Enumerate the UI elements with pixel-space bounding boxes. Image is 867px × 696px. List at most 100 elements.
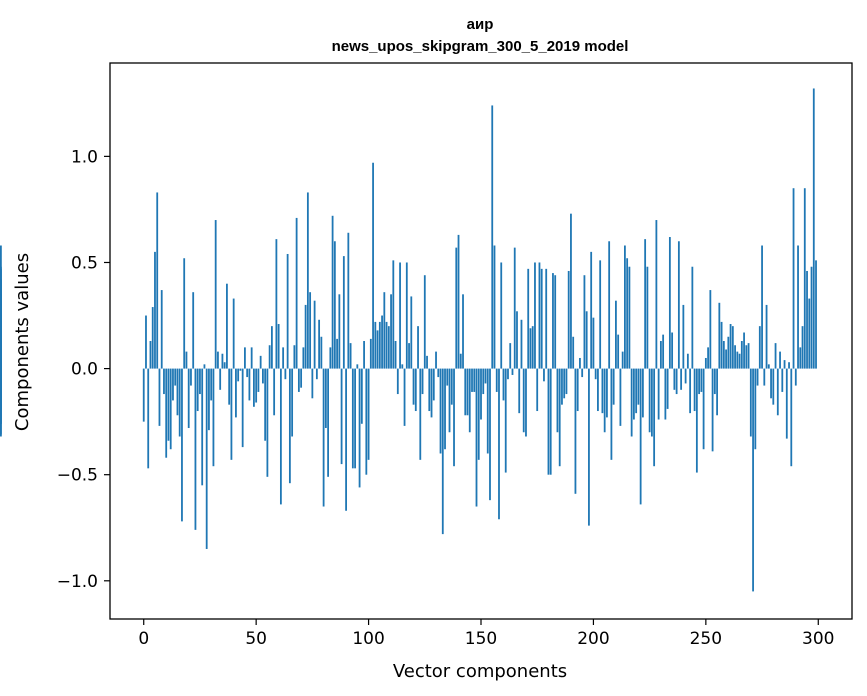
bar-77 <box>315 368 318 380</box>
bar-251 <box>707 347 709 369</box>
bar-133 <box>441 368 444 535</box>
bar-199 <box>590 251 593 369</box>
bar-269 <box>747 343 750 369</box>
x-tick-label: 100 <box>352 629 384 649</box>
bar-51 <box>257 368 260 392</box>
bar-277 <box>765 304 768 369</box>
bar-99 <box>365 368 368 475</box>
bar-182 <box>552 273 554 369</box>
bar-221 <box>639 368 642 505</box>
bar-201 <box>594 368 597 380</box>
bar-170 <box>525 368 527 437</box>
bar-14 <box>174 368 177 386</box>
bar-176 <box>538 262 541 369</box>
bar-120 <box>412 368 415 405</box>
bar-43 <box>239 368 242 371</box>
bar-241 <box>684 368 687 384</box>
bar-29 <box>208 368 210 431</box>
bar-215 <box>626 258 629 369</box>
bar-32 <box>214 220 217 369</box>
bar-52 <box>259 355 262 369</box>
bar-260 <box>727 336 730 369</box>
bar-248 <box>700 368 703 392</box>
bar-233 <box>666 368 669 409</box>
bar-167 <box>518 368 521 414</box>
bar-4 <box>151 307 154 369</box>
y-tick-label: 0.5 <box>71 253 98 273</box>
bar-223 <box>644 239 647 369</box>
bar-232 <box>664 368 667 420</box>
bar-244 <box>691 266 694 369</box>
x-tick-label: 0 <box>138 629 149 649</box>
bar-219 <box>635 368 638 414</box>
bar-172 <box>529 328 532 369</box>
bar-288 <box>790 368 793 467</box>
bar-135 <box>446 368 449 386</box>
bar-139 <box>455 247 458 369</box>
bar-45 <box>244 347 246 369</box>
bar-114 <box>399 262 401 369</box>
bar-211 <box>617 334 620 369</box>
bar-294 <box>803 188 806 369</box>
bar-186 <box>561 368 563 405</box>
bar-3 <box>149 341 152 369</box>
bar-22 <box>192 292 195 369</box>
bar-136 <box>448 368 451 433</box>
bar-178 <box>543 368 545 382</box>
bar-161 <box>504 368 507 473</box>
bar-115 <box>401 364 404 369</box>
bar-75 <box>311 368 314 399</box>
bar-284 <box>781 368 784 392</box>
bar-98 <box>363 341 365 369</box>
plot-frame <box>109 62 853 620</box>
bar-249 <box>702 368 705 450</box>
bar-128 <box>430 368 433 418</box>
bar-252 <box>709 290 712 369</box>
bar-65 <box>288 368 291 484</box>
bar-173 <box>531 326 534 369</box>
bar-138 <box>453 368 455 467</box>
bar-34 <box>219 368 222 390</box>
bar-181 <box>549 368 552 475</box>
bar-263 <box>734 345 736 369</box>
bar-59 <box>275 239 278 369</box>
bar-70 <box>300 368 303 388</box>
bar-7 <box>158 368 161 426</box>
bar-30 <box>210 368 213 401</box>
bar-58 <box>273 368 276 416</box>
bar-264 <box>736 351 739 369</box>
bar-38 <box>228 368 231 405</box>
bar-270 <box>749 368 752 437</box>
bar-208 <box>610 368 613 460</box>
bar-71 <box>302 347 305 369</box>
bar-213 <box>621 351 624 369</box>
bar-152 <box>484 368 487 384</box>
bar-9 <box>163 368 165 395</box>
bar-83 <box>329 347 332 369</box>
bar-68 <box>295 217 298 369</box>
bar-73 <box>306 192 309 369</box>
bar-11 <box>167 368 170 441</box>
bar-20 <box>187 368 190 429</box>
bar-194 <box>579 357 581 369</box>
bar-47 <box>248 368 251 401</box>
bar-8 <box>160 290 163 369</box>
bar-226 <box>650 368 653 437</box>
bar-69 <box>297 368 300 392</box>
bar-37 <box>226 283 228 369</box>
bar-261 <box>729 324 732 369</box>
bar-297 <box>810 266 813 369</box>
bar-205 <box>603 368 606 433</box>
bar-15 <box>176 368 179 416</box>
bar-202 <box>597 368 599 412</box>
bar-290 <box>794 368 797 386</box>
bar-299 <box>815 260 817 369</box>
bar-106 <box>381 315 383 369</box>
bar-85 <box>333 241 336 369</box>
bar-127 <box>428 368 431 412</box>
bar-33 <box>217 351 219 369</box>
bar-10 <box>165 368 168 458</box>
bar-164 <box>511 368 514 375</box>
bar-154 <box>489 368 491 501</box>
bar-280 <box>772 368 775 405</box>
